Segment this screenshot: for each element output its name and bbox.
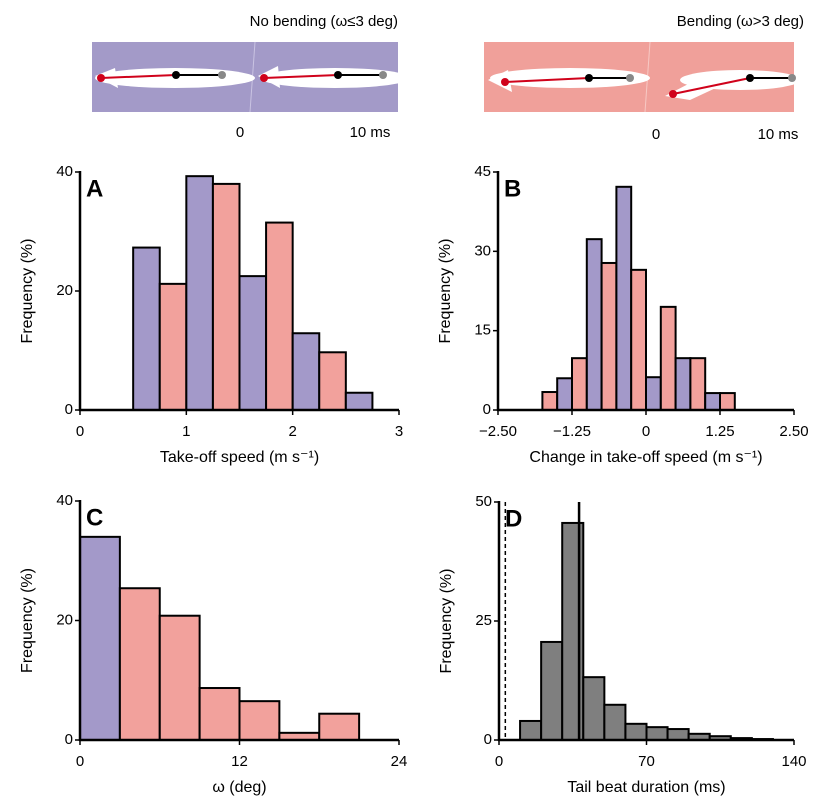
bar bbox=[185, 175, 214, 411]
y-tick-label: 0 bbox=[484, 731, 492, 748]
panel-label: B bbox=[504, 175, 521, 202]
bar bbox=[211, 182, 241, 411]
bar bbox=[659, 305, 677, 411]
x-axis-label: Change in take-off speed (m s⁻¹) bbox=[529, 449, 762, 466]
x-tick-label: 140 bbox=[781, 753, 806, 770]
x-axis-label: Take-off speed (m s⁻¹) bbox=[160, 449, 319, 466]
bar bbox=[571, 357, 588, 411]
bar bbox=[719, 392, 736, 412]
bar bbox=[198, 687, 241, 742]
y-tick-label: 0 bbox=[65, 401, 73, 418]
bar bbox=[344, 391, 374, 411]
y-axis-label: Frequency (%) bbox=[437, 239, 454, 344]
panel: 0 25 50 0 70 140 Tail beat duration (ms) Freque… bbox=[438, 493, 806, 796]
panel-label: D bbox=[505, 505, 522, 532]
bar bbox=[541, 391, 559, 412]
x-tick-label: 3 bbox=[395, 423, 403, 440]
bar bbox=[674, 357, 692, 411]
y-tick-label: 20 bbox=[56, 611, 73, 628]
x-tick-label: 0 bbox=[495, 753, 503, 770]
x-tick-label: 2 bbox=[288, 423, 296, 440]
y-axis-label: Frequency (%) bbox=[19, 568, 36, 673]
bar bbox=[689, 357, 707, 411]
bar bbox=[666, 728, 690, 742]
x-tick-label: 0 bbox=[76, 423, 84, 440]
bar bbox=[519, 719, 543, 742]
bar bbox=[238, 700, 281, 741]
y-axis-label: Frequency (%) bbox=[19, 239, 36, 344]
time-label: 10 ms bbox=[350, 124, 391, 141]
y-tick-label: 15 bbox=[474, 322, 491, 339]
bar bbox=[118, 587, 161, 741]
panel-label: A bbox=[86, 175, 103, 202]
bar bbox=[158, 614, 201, 741]
x-tick-label: 1 bbox=[182, 423, 190, 440]
time-label: 0 bbox=[236, 124, 244, 141]
bar bbox=[318, 712, 361, 742]
x-tick-label: 24 bbox=[391, 753, 408, 770]
y-tick-label: 0 bbox=[483, 401, 491, 418]
x-tick-label: −1.25 bbox=[553, 423, 591, 440]
panel: 0 20 40 0 1 2 3 Take-off speed (m s⁻¹) Frequency… bbox=[19, 163, 403, 466]
bar bbox=[158, 282, 188, 411]
bar bbox=[132, 246, 161, 411]
x-tick-label: −2.50 bbox=[479, 423, 517, 440]
photo-no-bending bbox=[92, 41, 410, 113]
x-axis-label: ω (deg) bbox=[212, 779, 266, 796]
bar bbox=[582, 676, 606, 742]
time-label: 0 bbox=[652, 126, 660, 143]
x-tick-label: 0 bbox=[642, 423, 650, 440]
y-tick-label: 0 bbox=[65, 731, 73, 748]
x-tick-label: 70 bbox=[638, 753, 655, 770]
bar bbox=[79, 535, 121, 741]
bar bbox=[540, 640, 564, 741]
bar bbox=[645, 726, 669, 742]
x-tick-label: 12 bbox=[231, 753, 248, 770]
bar bbox=[603, 703, 627, 741]
y-tick-label: 40 bbox=[56, 163, 73, 180]
x-tick-label: 2.50 bbox=[779, 423, 808, 440]
y-tick-label: 30 bbox=[474, 242, 491, 259]
y-tick-label: 20 bbox=[56, 282, 73, 299]
bar bbox=[238, 275, 268, 411]
panel: 0 20 40 0 12 24 ω (deg) Frequency (%) C bbox=[19, 492, 407, 796]
bar bbox=[318, 351, 347, 412]
bar bbox=[645, 376, 662, 412]
photo-caption: No bending (ω≤3 deg) bbox=[250, 13, 398, 30]
y-tick-label: 40 bbox=[56, 492, 73, 509]
photo-caption: Bending (ω>3 deg) bbox=[677, 13, 804, 30]
bar bbox=[265, 221, 294, 411]
photo-bending bbox=[484, 41, 800, 113]
bar bbox=[615, 185, 633, 411]
bar bbox=[600, 261, 618, 412]
panel-label: C bbox=[86, 504, 103, 531]
x-tick-label: 0 bbox=[76, 753, 84, 770]
time-label: 10 ms bbox=[758, 126, 799, 143]
y-axis-label: Frequency (%) bbox=[438, 569, 455, 674]
bar bbox=[556, 377, 574, 411]
x-axis-label: Tail beat duration (ms) bbox=[567, 779, 725, 796]
bar bbox=[630, 268, 648, 411]
y-tick-label: 25 bbox=[475, 612, 492, 629]
y-tick-label: 50 bbox=[475, 493, 492, 510]
panel: 0 15 30 45 −2.50 −1.25 0 1.25 2.50 Change in take… bbox=[437, 163, 808, 466]
y-tick-label: 45 bbox=[474, 163, 491, 180]
bar bbox=[704, 392, 722, 412]
bar bbox=[585, 238, 603, 411]
bar bbox=[624, 722, 648, 741]
x-tick-label: 1.25 bbox=[705, 423, 734, 440]
bar bbox=[291, 332, 321, 411]
